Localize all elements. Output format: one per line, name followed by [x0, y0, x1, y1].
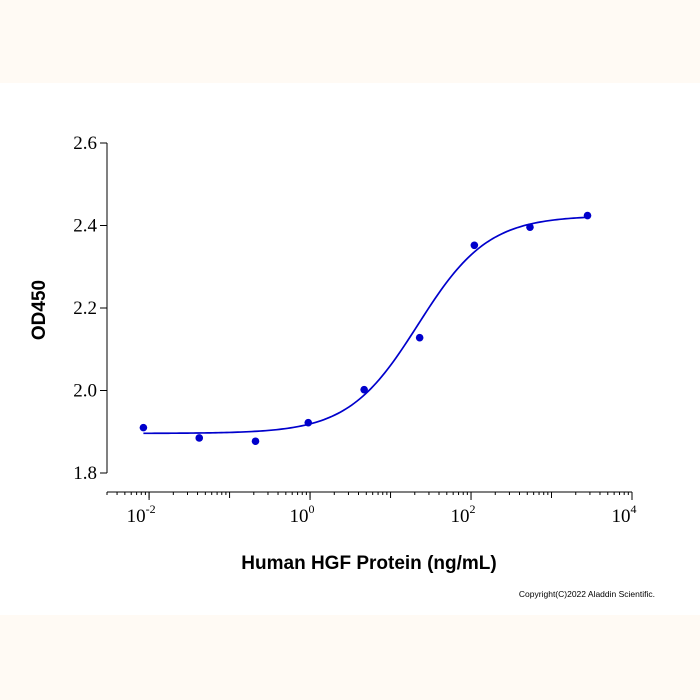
data-point	[304, 418, 313, 427]
copyright-text: Copyright(C)2022 Aladdin Scientific.	[519, 589, 655, 599]
y-axis-title: OD450	[29, 280, 50, 340]
data-points	[139, 211, 592, 446]
data-point	[470, 241, 479, 250]
x-tick-exponent: 2	[470, 502, 476, 516]
x-tick-base: 10	[127, 506, 146, 527]
data-point	[251, 437, 260, 446]
x-tick-exponent: 0	[309, 502, 315, 516]
y-tick-label: 2.6	[73, 133, 97, 154]
x-axis-title: Human HGF Protein (ng/mL)	[241, 553, 496, 574]
x-tick-base: 10	[290, 506, 309, 527]
x-tick-label: 100	[290, 502, 315, 527]
data-point	[583, 211, 592, 220]
y-tick-label: 2.4	[73, 216, 97, 237]
data-point	[415, 333, 424, 342]
data-point	[195, 434, 204, 442]
fit-curve	[143, 216, 588, 435]
y-tick-label: 2.2	[73, 298, 97, 319]
x-tick-base: 10	[612, 506, 631, 527]
x-tick-label: 104	[612, 502, 637, 527]
y-tick-label: 2.0	[73, 381, 97, 402]
plot-panel	[0, 83, 700, 615]
x-tick-base: 10	[451, 506, 470, 527]
data-point	[526, 223, 534, 231]
x-tick-label: 10-2	[127, 502, 156, 527]
x-tick-exponent: 4	[631, 502, 637, 516]
tick-labels: 1.82.02.22.42.610-2 100 102 104	[73, 133, 636, 527]
data-point	[360, 385, 368, 394]
y-tick-label: 1.8	[73, 463, 97, 484]
x-tick-label: 102	[451, 502, 476, 527]
axes	[100, 142, 633, 500]
data-point	[139, 423, 148, 432]
x-tick-exponent: -2	[146, 502, 156, 516]
